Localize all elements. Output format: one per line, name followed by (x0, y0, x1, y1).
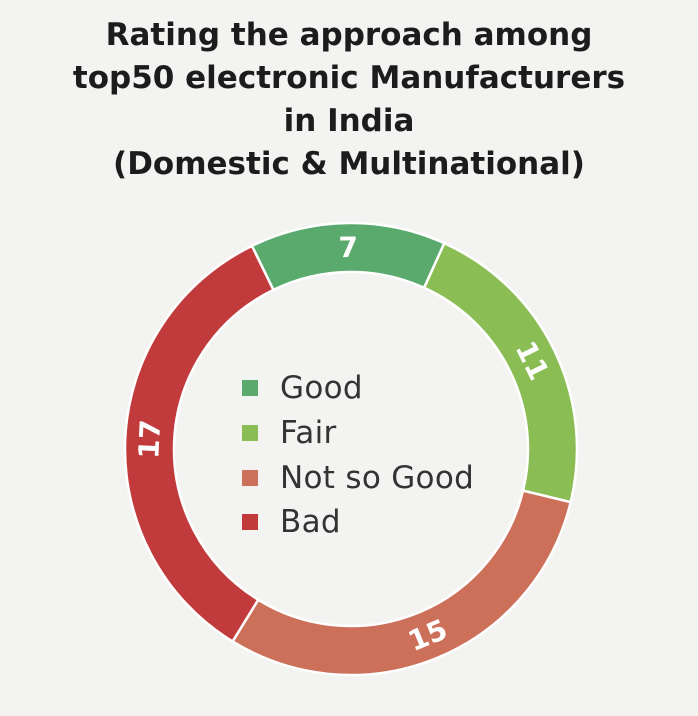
legend-label-good: Good (280, 370, 363, 407)
chart-title: Rating the approach among top50 electron… (0, 14, 698, 186)
chart-title-line-1: Rating the approach among (105, 17, 593, 53)
chart-title-line-4: (Domestic & Multinational) (113, 146, 585, 182)
legend-swatch-bad (242, 514, 258, 531)
legend-item-bad: Bad (242, 500, 474, 545)
legend: Good Fair Not so Good Bad (242, 366, 474, 545)
legend-label-fair: Fair (280, 415, 337, 452)
slice-bad (123, 244, 276, 644)
legend-item-good: Good (242, 366, 474, 411)
donut-slices (123, 221, 579, 677)
legend-label-not-so-good: Not so Good (280, 459, 475, 496)
legend-item-not-so-good: Not so Good (242, 455, 474, 500)
legend-swatch-fair (242, 425, 258, 442)
legend-item-fair: Fair (242, 411, 474, 456)
legend-label-bad: Bad (280, 504, 341, 541)
chart-title-line-3: in India (283, 103, 415, 139)
data-label-bad: 17 (132, 419, 167, 460)
chart-title-line-2: top50 electronic Manufacturers (72, 60, 626, 96)
data-label-good: 7 (338, 231, 358, 264)
legend-swatch-not-so-good (242, 469, 258, 486)
legend-swatch-good (242, 380, 258, 397)
